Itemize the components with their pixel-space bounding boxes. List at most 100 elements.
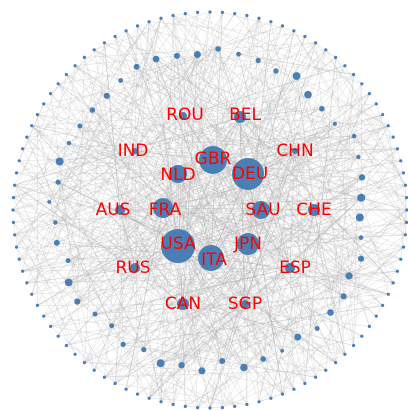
node	[21, 147, 25, 151]
edge	[244, 303, 318, 329]
edge	[134, 150, 262, 211]
node	[245, 13, 249, 18]
node	[11, 220, 15, 224]
edge	[238, 53, 354, 75]
edge	[182, 303, 370, 327]
edge	[160, 246, 404, 364]
edge	[84, 237, 362, 363]
edge	[143, 115, 184, 350]
edge	[74, 65, 344, 297]
edge	[177, 42, 316, 247]
edge	[182, 42, 316, 117]
node	[77, 123, 83, 129]
edge	[43, 315, 345, 355]
edge	[162, 150, 296, 209]
edge	[294, 150, 315, 211]
node	[403, 233, 407, 237]
edge	[177, 173, 186, 407]
edge	[182, 115, 398, 150]
edge	[176, 55, 318, 329]
edge	[68, 282, 211, 409]
edge	[289, 148, 398, 269]
edge	[162, 93, 370, 209]
edge	[14, 184, 136, 269]
edge	[177, 173, 306, 384]
node-label: AUS	[96, 200, 131, 220]
edge	[177, 234, 406, 247]
edge	[247, 42, 316, 175]
edge	[119, 209, 223, 408]
node	[193, 51, 201, 58]
edge	[335, 57, 354, 346]
edge	[177, 125, 389, 247]
node	[92, 311, 98, 317]
edge	[294, 150, 398, 272]
edge	[134, 70, 277, 152]
node	[17, 257, 21, 261]
edge	[321, 108, 362, 259]
edge	[92, 109, 184, 117]
edge	[313, 209, 346, 355]
edge	[68, 142, 136, 152]
edge	[57, 181, 245, 368]
edge	[94, 115, 184, 315]
edge	[210, 108, 323, 259]
edge	[244, 303, 264, 360]
node	[304, 90, 312, 99]
edge	[388, 125, 404, 248]
edge	[77, 115, 184, 302]
edge	[148, 267, 291, 399]
edge	[239, 116, 246, 305]
edge	[106, 95, 212, 259]
edge	[122, 344, 162, 402]
node	[17, 159, 21, 163]
node	[198, 367, 206, 375]
node	[351, 133, 357, 139]
edge	[93, 245, 179, 371]
edge	[247, 173, 362, 198]
edge	[247, 222, 407, 245]
edge	[182, 270, 398, 305]
edge	[177, 48, 219, 247]
node	[292, 72, 301, 80]
edge	[84, 173, 249, 363]
edge	[247, 36, 306, 175]
edge	[119, 209, 346, 355]
edge	[222, 296, 344, 362]
edge	[134, 150, 401, 162]
edge	[209, 42, 316, 409]
node-label: ITA	[201, 250, 227, 270]
edge	[182, 115, 407, 198]
edge	[182, 103, 377, 117]
edge	[289, 267, 344, 297]
edge	[57, 83, 212, 259]
node	[66, 140, 72, 146]
node	[405, 208, 408, 212]
edge	[77, 246, 404, 302]
edge	[177, 184, 406, 247]
edge	[177, 222, 407, 247]
edge	[137, 25, 346, 355]
node	[89, 107, 96, 113]
edge	[148, 156, 359, 399]
edge	[104, 209, 121, 378]
node-label: SAU	[245, 200, 280, 220]
edge	[244, 197, 362, 305]
edge	[313, 209, 404, 248]
edge	[67, 260, 245, 368]
edge	[247, 70, 277, 245]
node-label: FRA	[149, 200, 182, 220]
edge	[335, 74, 354, 363]
edge	[247, 173, 363, 178]
edge	[136, 66, 306, 384]
edge	[22, 135, 355, 272]
edge	[94, 267, 291, 315]
edge	[68, 18, 162, 283]
node	[199, 146, 227, 174]
edge	[12, 21, 150, 211]
edge	[134, 150, 198, 408]
edge	[114, 25, 283, 384]
edge	[66, 345, 235, 407]
edge	[177, 217, 360, 247]
node	[324, 48, 328, 52]
